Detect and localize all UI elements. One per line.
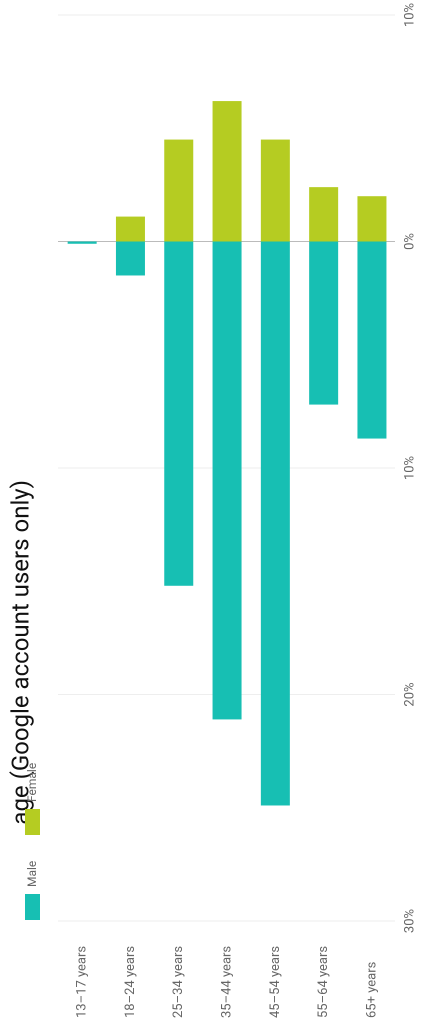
x-tick-label: 18–24 years [123, 946, 138, 1018]
y-tick-label: 10% [402, 3, 417, 27]
bar [309, 241, 339, 405]
bar [115, 216, 145, 242]
x-tick-label: 55–64 years [316, 946, 331, 1018]
chart-title: age (Google account users only) [6, 480, 34, 825]
legend-label: Male [25, 861, 39, 887]
bar [164, 139, 194, 242]
bar [115, 241, 145, 276]
bar [357, 241, 387, 439]
y-tick-label: 30% [402, 909, 417, 933]
bar [309, 187, 339, 242]
bar [260, 241, 290, 806]
y-tick-label: 10% [402, 456, 417, 480]
x-tick-label: 25–34 years [171, 946, 186, 1018]
x-tick-label: 35–44 years [219, 946, 234, 1018]
bar [212, 241, 242, 720]
bar [164, 241, 194, 586]
legend-swatch [25, 809, 40, 835]
bar [67, 241, 97, 244]
legend-label: Female [25, 763, 39, 802]
bar [357, 196, 387, 242]
y-tick-label: 20% [402, 682, 417, 706]
y-tick-label: 0% [402, 233, 417, 250]
bar [260, 139, 290, 242]
x-tick-label: 13–17 years [75, 946, 90, 1018]
bar [212, 101, 242, 242]
x-tick-label: 65+ years [364, 961, 379, 1018]
x-tick-label: 45–54 years [268, 946, 283, 1018]
legend-swatch [25, 894, 40, 920]
